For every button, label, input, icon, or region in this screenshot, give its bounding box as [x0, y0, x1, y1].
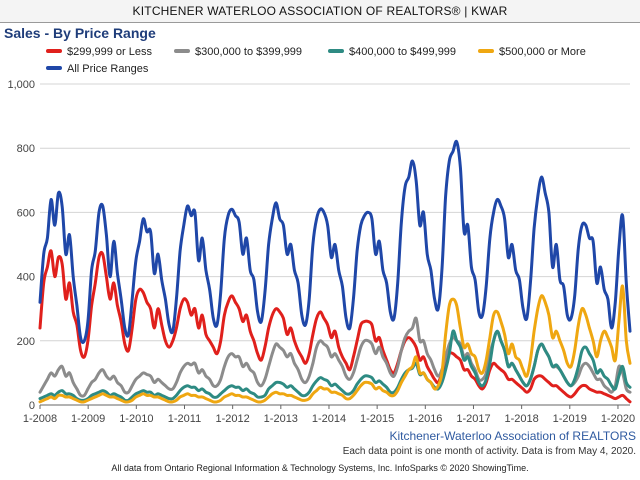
x-tick-label: 1-2014	[312, 413, 346, 425]
legend-row-2: All Price Ranges	[46, 61, 636, 78]
x-tick-label: 1-2015	[360, 413, 394, 425]
legend-item-all[interactable]: All Price Ranges	[46, 61, 148, 77]
legend-label: $300,000 to $399,999	[195, 46, 303, 58]
footer-credit: All data from Ontario Regional Informati…	[111, 463, 529, 473]
legend-swatch	[46, 49, 62, 54]
x-tick-label: 1-2012	[216, 413, 250, 425]
x-tick-label: 1-2009	[71, 413, 105, 425]
source-name: Kitchener-Waterloo Association of REALTO…	[389, 429, 636, 443]
y-tick-label: 0	[29, 400, 35, 412]
legend-item-under-300k[interactable]: $299,999 or Less	[46, 44, 152, 60]
legend-swatch	[478, 49, 494, 54]
x-tick-label: 1-2011	[168, 413, 201, 425]
legend-label: All Price Ranges	[67, 63, 149, 75]
x-tick-label: 1-2020	[601, 413, 635, 425]
x-tick-label: 1-2018	[504, 413, 538, 425]
legend-swatch	[174, 49, 190, 54]
series-line-0	[38, 249, 632, 404]
legend-label: $299,999 or Less	[67, 46, 153, 58]
y-tick-label: 600	[17, 207, 35, 219]
chart-title: Sales - By Price Range	[4, 25, 156, 41]
legend-item-400k-500k[interactable]: $400,000 to $499,999	[328, 44, 456, 60]
x-tick-label: 1-2016	[408, 413, 442, 425]
x-tick-label: 1-2017	[456, 413, 490, 425]
legend-item-300k-400k[interactable]: $300,000 to $399,999	[174, 44, 302, 60]
legend-label: $400,000 to $499,999	[349, 46, 457, 58]
x-tick-label: 1-2010	[119, 413, 153, 425]
legend-row-1: $299,999 or Less $300,000 to $399,999 $4…	[46, 44, 636, 61]
legend-item-over-500k[interactable]: $500,000 or More	[478, 44, 586, 60]
x-tick-label: 1-2013	[264, 413, 298, 425]
series-line-4	[38, 139, 632, 345]
y-tick-label: 800	[17, 143, 35, 155]
legend-label: $500,000 or More	[499, 46, 586, 58]
y-tick-label: 1,000	[7, 79, 35, 91]
y-tick-label: 400	[17, 272, 35, 284]
series-line-2	[38, 329, 632, 403]
legend-swatch	[328, 49, 344, 54]
source-note: Each data point is one month of activity…	[342, 446, 636, 457]
series-line-3	[38, 284, 632, 404]
x-tick-label: 1-2019	[553, 413, 587, 425]
legend-swatch	[46, 66, 62, 71]
x-tick-label: 1-2008	[23, 413, 57, 425]
report-banner: KITCHENER WATERLOO ASSOCIATION OF REALTO…	[0, 0, 640, 23]
chart-legend: $299,999 or Less $300,000 to $399,999 $4…	[46, 44, 636, 78]
y-tick-label: 200	[17, 336, 35, 348]
